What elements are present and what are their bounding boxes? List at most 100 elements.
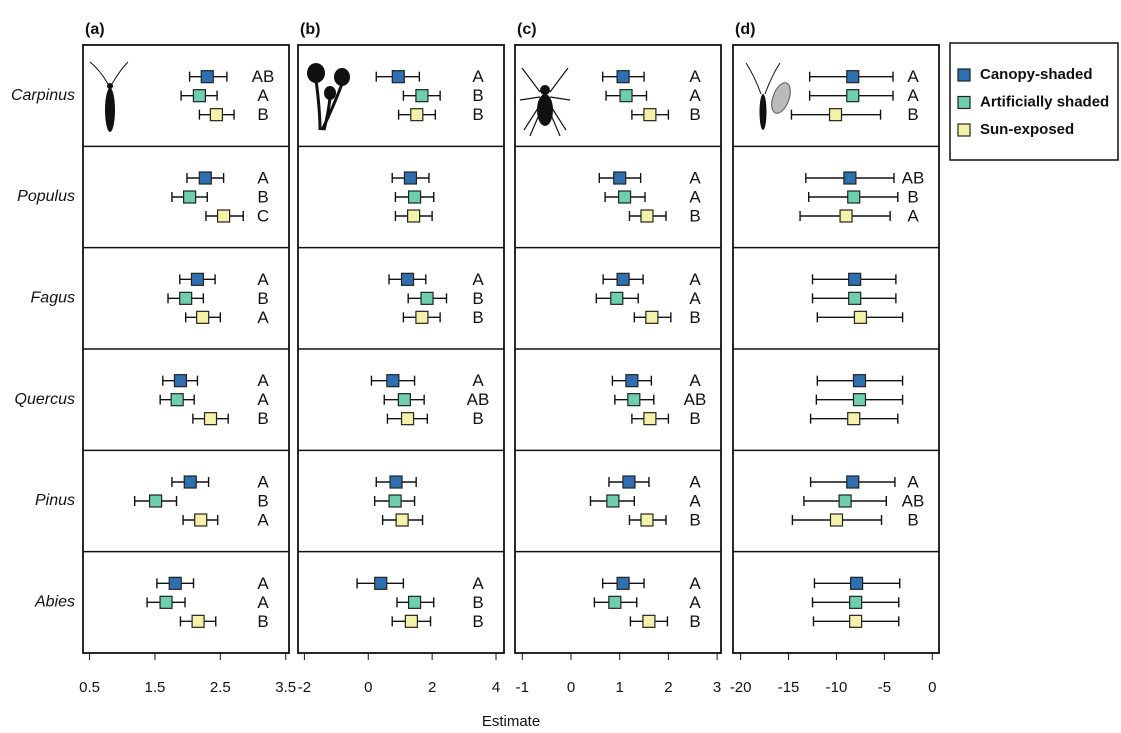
significance-letter: A: [257, 270, 269, 289]
significance-letter: A: [907, 67, 919, 86]
significance-letter: A: [472, 67, 484, 86]
estimate-point: [854, 311, 866, 323]
significance-letter: AB: [684, 390, 707, 409]
significance-letter: AB: [467, 390, 490, 409]
panel-title: (d): [735, 21, 755, 38]
estimate-point: [192, 615, 204, 627]
x-tick-label: 4: [492, 679, 500, 696]
significance-letter: B: [472, 593, 483, 612]
estimate-point: [402, 273, 414, 285]
estimate-point: [607, 495, 619, 507]
x-tick-label: 1.5: [145, 679, 166, 696]
x-tick-label: 0: [567, 679, 575, 696]
estimate-point: [416, 90, 428, 102]
significance-letter: A: [689, 270, 701, 289]
significance-letter: A: [257, 390, 269, 409]
significance-letter: B: [689, 409, 700, 428]
estimate-point: [375, 577, 387, 589]
category-label: Fagus: [31, 290, 75, 307]
estimate-point: [411, 109, 423, 121]
significance-letter: B: [472, 308, 483, 327]
estimate-point: [195, 514, 207, 526]
estimate-point: [611, 292, 623, 304]
legend-label: Artificially shaded: [980, 93, 1109, 110]
legend-swatch: [958, 124, 970, 136]
significance-letter: B: [689, 105, 700, 124]
significance-letter: A: [257, 86, 269, 105]
legend-swatch: [958, 69, 970, 81]
estimate-point: [218, 210, 230, 222]
estimate-point: [617, 577, 629, 589]
significance-letter: B: [472, 86, 483, 105]
category-label: Abies: [34, 594, 75, 611]
estimate-point: [644, 413, 656, 425]
significance-letter: A: [257, 574, 269, 593]
estimate-point: [839, 495, 851, 507]
estimate-point: [199, 172, 211, 184]
significance-letter: A: [689, 593, 701, 612]
chart: Estimate CarpinusPopulusFagusQuercusPinu…: [0, 0, 1121, 733]
category-label: Populus: [17, 188, 75, 205]
category-label: Pinus: [35, 492, 75, 509]
estimate-point: [847, 90, 859, 102]
spider-icon: [520, 68, 570, 136]
x-tick-label: -20: [730, 679, 752, 696]
significance-letter: AB: [902, 491, 925, 510]
significance-letter: B: [257, 105, 268, 124]
estimate-point: [184, 191, 196, 203]
estimate-point: [643, 615, 655, 627]
category-label: Carpinus: [11, 87, 75, 104]
significance-letter: A: [689, 187, 701, 206]
estimate-point: [849, 273, 861, 285]
estimate-point: [191, 273, 203, 285]
estimate-point: [389, 495, 401, 507]
estimate-point: [150, 495, 162, 507]
panel-title: (b): [300, 21, 320, 38]
x-tick-label: 2: [664, 679, 672, 696]
estimate-point: [421, 292, 433, 304]
estimate-point: [193, 90, 205, 102]
mushroom-icon: [307, 63, 350, 130]
significance-letter: B: [257, 612, 268, 631]
significance-letter: B: [472, 289, 483, 308]
estimate-point: [853, 394, 865, 406]
significance-letter: A: [907, 86, 919, 105]
estimate-point: [853, 375, 865, 387]
significance-letter: A: [689, 574, 701, 593]
estimate-point: [850, 615, 862, 627]
estimate-point: [848, 413, 860, 425]
significance-letter: A: [689, 371, 701, 390]
x-tick-label: 3.5: [275, 679, 296, 696]
estimate-point: [617, 71, 629, 83]
estimate-point: [390, 476, 402, 488]
significance-letter: B: [257, 491, 268, 510]
significance-letter: B: [472, 409, 483, 428]
significance-letter: B: [907, 105, 918, 124]
estimate-point: [851, 577, 863, 589]
significance-letter: A: [689, 168, 701, 187]
estimate-point: [644, 109, 656, 121]
estimate-point: [180, 292, 192, 304]
estimate-point: [409, 191, 421, 203]
estimate-point: [830, 514, 842, 526]
estimate-point: [205, 413, 217, 425]
x-tick-label: -5: [878, 679, 891, 696]
significance-letter: A: [907, 472, 919, 491]
estimate-point: [408, 210, 420, 222]
x-tick-label: 3: [713, 679, 721, 696]
legend-swatch: [958, 97, 970, 109]
significance-letter: B: [689, 308, 700, 327]
estimate-point: [398, 394, 410, 406]
estimate-point: [623, 476, 635, 488]
significance-letter: A: [257, 472, 269, 491]
significance-letter: AB: [902, 168, 925, 187]
x-tick-label: -2: [298, 679, 311, 696]
estimate-point: [609, 596, 621, 608]
significance-letter: B: [907, 510, 918, 529]
significance-letter: B: [257, 289, 268, 308]
significance-letter: A: [689, 289, 701, 308]
estimate-point: [171, 394, 183, 406]
x-tick-label: 0: [364, 679, 372, 696]
significance-letter: B: [689, 206, 700, 225]
estimate-point: [628, 394, 640, 406]
